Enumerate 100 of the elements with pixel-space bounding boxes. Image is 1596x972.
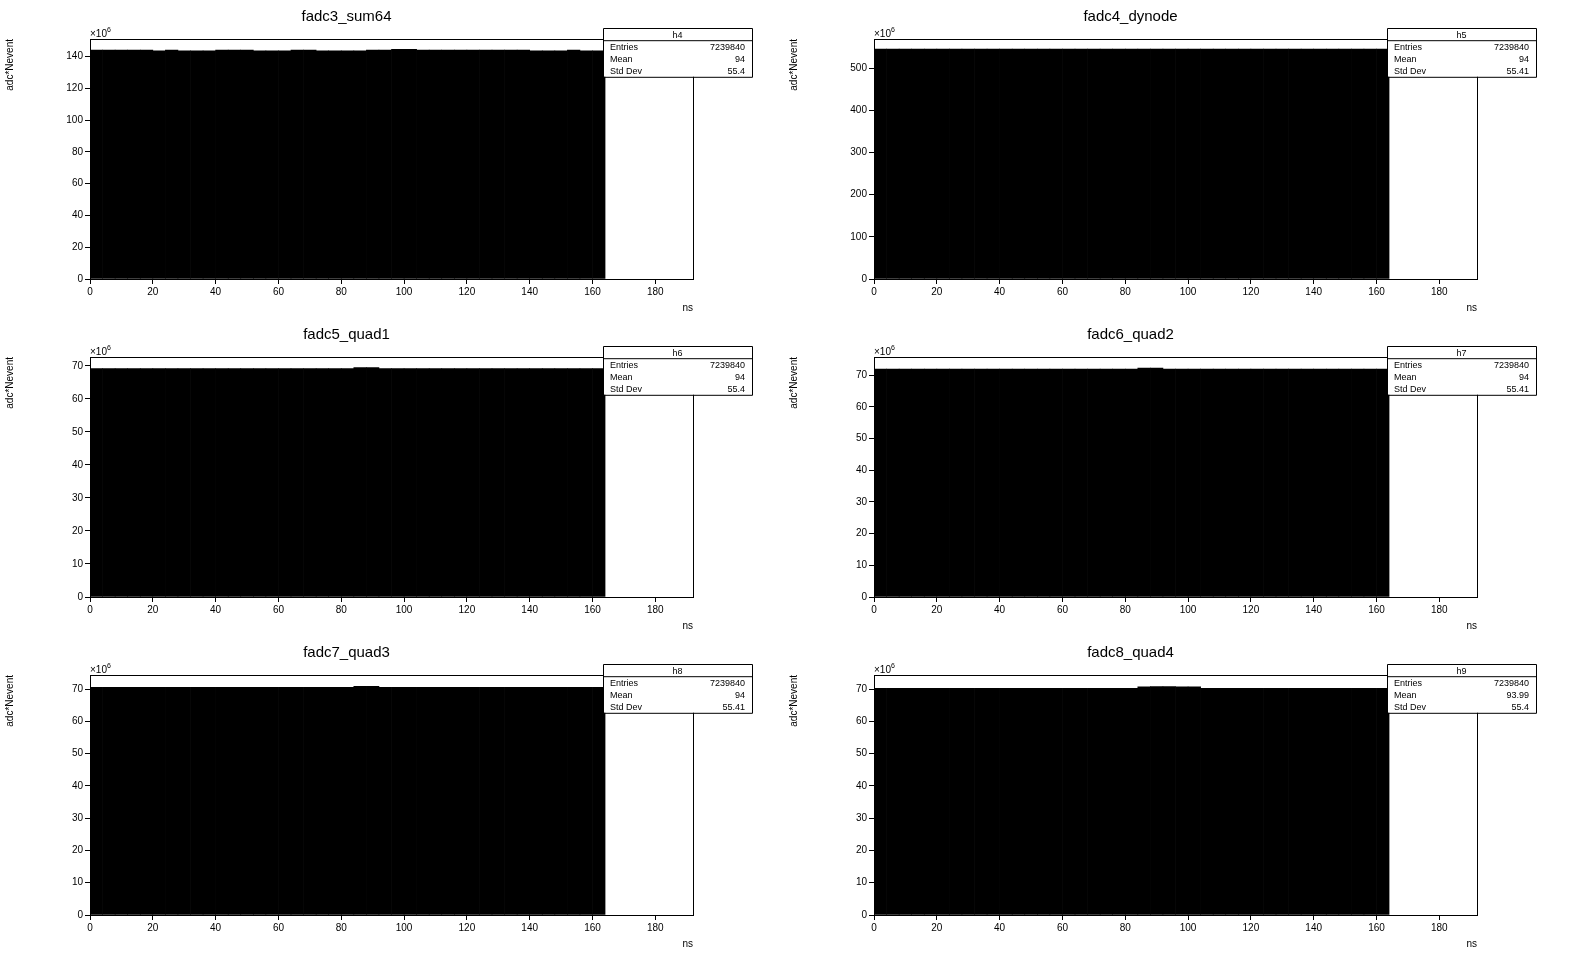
- y-tick-label: 60: [855, 400, 868, 412]
- x-tick-label: 180: [646, 921, 665, 933]
- y-tick-label: 70: [855, 368, 868, 380]
- x-tick-label: 60: [272, 285, 285, 297]
- y-tick-label: 40: [855, 779, 868, 791]
- y-tick-label: 80: [71, 145, 84, 157]
- annotation: Entries: [610, 41, 639, 52]
- text: 94: [734, 371, 745, 382]
- y-tick-label: 20: [855, 844, 868, 856]
- y-axis-title: adc*Nevent: [3, 674, 15, 727]
- y-tick-label: 400: [850, 104, 868, 116]
- x-tick-label: 140: [1305, 603, 1323, 615]
- annotation: h5: [1456, 29, 1467, 40]
- y-tick-label: 70: [855, 682, 868, 694]
- x-tick-label: 20: [147, 285, 159, 297]
- text: 7239840: [709, 41, 745, 52]
- annotation: Entries: [1394, 677, 1423, 688]
- x-tick-label: 20: [147, 921, 159, 933]
- annotation: h4: [672, 29, 683, 40]
- x-tick-label: 0: [87, 285, 94, 297]
- y-tick-label: 50: [855, 432, 868, 444]
- y-tick-label: 40: [71, 458, 84, 470]
- y-tick-label: 0: [77, 272, 84, 284]
- y-axis-title: adc*Nevent: [3, 38, 15, 91]
- text: 94: [1518, 371, 1529, 382]
- y-tick-label: 0: [861, 272, 868, 284]
- x-tick-label: 60: [1056, 285, 1069, 297]
- chart-title: fadc4_dynode: [1083, 7, 1178, 25]
- chart-title: fadc5_quad1: [303, 325, 390, 343]
- x-tick-label: 80: [1119, 603, 1132, 615]
- y-tick-label: 60: [71, 392, 84, 404]
- annotation: h6: [672, 347, 683, 358]
- x-axis-title: ns: [682, 619, 693, 631]
- x-tick-label: 40: [994, 921, 1006, 933]
- y-tick-label: 30: [855, 811, 868, 823]
- x-tick-label: 120: [458, 285, 476, 297]
- annotation: Std Dev: [610, 384, 643, 395]
- y-tick-label: 40: [71, 209, 84, 221]
- text: 7239840: [1493, 677, 1529, 688]
- annotation: Entries: [610, 359, 639, 370]
- y-tick-label: 120: [66, 82, 84, 94]
- annotation: Std Dev: [1394, 66, 1427, 77]
- annotation: Mean: [1394, 53, 1417, 64]
- y-tick-label: 10: [855, 876, 868, 888]
- x-tick-label: 60: [272, 603, 285, 615]
- y-tick-label: 40: [71, 779, 84, 791]
- x-tick-label: 100: [1179, 285, 1197, 297]
- chart-title: fadc7_quad3: [303, 643, 390, 661]
- y-tick-label: 20: [71, 240, 84, 252]
- text: 7239840: [709, 677, 745, 688]
- y-tick-label: 300: [850, 146, 868, 158]
- y-tick-label: 140: [66, 50, 84, 62]
- y-tick-label: 100: [66, 113, 84, 125]
- x-tick-label: 160: [1368, 603, 1386, 615]
- y-tick-label: 200: [850, 188, 868, 200]
- text: 94: [734, 53, 745, 64]
- x-tick-label: 140: [1305, 921, 1323, 933]
- x-tick-label: 160: [1368, 285, 1386, 297]
- y-tick-label: 10: [71, 876, 84, 888]
- text: 93.99: [1506, 689, 1529, 700]
- annotation: Std Dev: [610, 702, 643, 713]
- y-axis-title: adc*Nevent: [787, 674, 799, 727]
- annotation: Entries: [1394, 359, 1423, 370]
- y-tick-label: 50: [71, 425, 84, 437]
- y-tick-label: 60: [71, 715, 84, 727]
- x-tick-label: 180: [1430, 921, 1449, 933]
- x-tick-label: 40: [210, 603, 222, 615]
- y-tick-label: 20: [71, 524, 84, 536]
- y-tick-label: 30: [71, 811, 84, 823]
- text: 55.41: [722, 702, 745, 713]
- x-tick-label: 100: [395, 285, 413, 297]
- x-tick-label: 100: [1179, 921, 1197, 933]
- x-tick-label: 80: [335, 921, 348, 933]
- x-tick-label: 140: [1305, 285, 1323, 297]
- x-tick-label: 180: [1430, 603, 1449, 615]
- annotation: Mean: [1394, 371, 1417, 382]
- annotation: h8: [672, 665, 683, 676]
- annotation: Mean: [610, 53, 633, 64]
- annotation: Entries: [1394, 41, 1423, 52]
- y-tick-label: 0: [77, 590, 84, 602]
- annotation: Std Dev: [1394, 384, 1427, 395]
- x-tick-label: 20: [147, 603, 159, 615]
- chart-title: fadc8_quad4: [1087, 643, 1174, 661]
- x-tick-label: 120: [458, 921, 476, 933]
- y-tick-label: 500: [850, 61, 868, 73]
- text: 55.4: [727, 66, 745, 77]
- x-tick-label: 180: [646, 285, 665, 297]
- text: 55.4: [1511, 702, 1529, 713]
- x-tick-label: 140: [521, 921, 539, 933]
- x-tick-label: 100: [395, 921, 413, 933]
- text: 55.41: [1506, 384, 1529, 395]
- x-tick-label: 120: [1242, 285, 1260, 297]
- y-tick-label: 50: [71, 747, 84, 759]
- y-axis-title: adc*Nevent: [787, 38, 799, 91]
- x-tick-label: 40: [210, 285, 222, 297]
- x-tick-label: 140: [521, 285, 539, 297]
- y-tick-label: 30: [855, 495, 868, 507]
- x-tick-label: 140: [521, 603, 539, 615]
- chart-title: fadc3_sum64: [301, 7, 392, 25]
- y-tick-label: 70: [71, 359, 84, 371]
